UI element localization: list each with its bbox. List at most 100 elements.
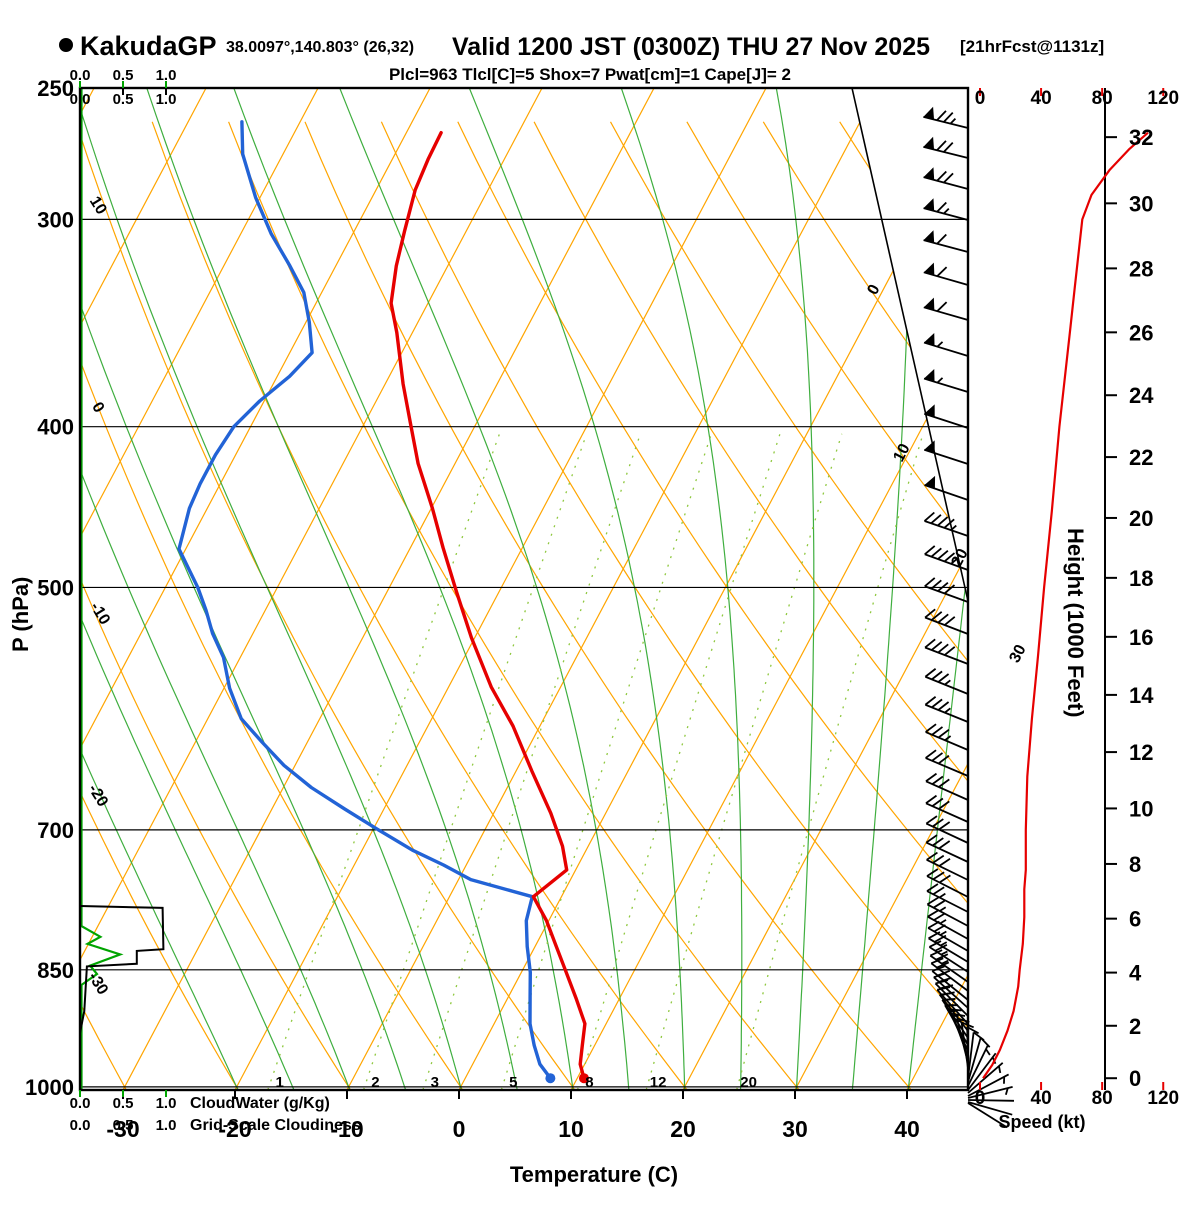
dry-adiabat-line — [0, 122, 463, 1090]
cloudwater-scale-value: 0.0 — [70, 67, 91, 84]
wind-barb — [926, 750, 968, 776]
height-tick-label: 24 — [1129, 383, 1154, 408]
grid-layer — [0, 88, 1200, 1090]
temperature-tick-label: 10 — [558, 1116, 584, 1142]
params-line: Plcl=963 Tlcl[C]=5 Shox=7 Pwat[cm]=1 Cap… — [389, 65, 791, 84]
pressure-tick-label: 400 — [37, 415, 74, 440]
height-tick-label: 8 — [1129, 852, 1141, 877]
wind-barb — [926, 774, 968, 800]
height-tick-label: 20 — [1129, 506, 1153, 531]
dry-adiabat-label: 10 — [86, 194, 110, 218]
valid-time: Valid 1200 JST (0300Z) THU 27 Nov 2025 — [452, 33, 930, 61]
speed-tick-label: 80 — [1092, 1088, 1113, 1109]
height-tick-label: 16 — [1129, 625, 1153, 650]
pressure-tick-label: 1000 — [25, 1075, 74, 1100]
mixing-ratio-line — [501, 434, 711, 1090]
height-tick-label: 28 — [1129, 256, 1153, 281]
wind-barb — [924, 198, 968, 220]
moist-adiabat-line — [340, 88, 629, 1090]
cloudiness-scale-value: 1.0 — [156, 1117, 177, 1134]
dry-adiabat-line — [381, 122, 1023, 1090]
wind-barb — [925, 697, 968, 722]
temperature-tick-label: 30 — [782, 1116, 808, 1142]
cloud-profiles — [80, 88, 163, 1090]
speed-tick-label: 120 — [1147, 88, 1179, 109]
dry-adiabat-label: -30 — [84, 969, 111, 998]
dry-adiabat-label: 0 — [88, 399, 107, 416]
isotherm-line — [235, 88, 766, 1090]
wind-barb — [925, 578, 968, 602]
wind-barb — [925, 669, 968, 694]
speed-tick-label: 120 — [1147, 1088, 1179, 1109]
moist-adiabat-line — [908, 88, 1018, 1090]
station-bullet — [59, 38, 73, 52]
plot-frame — [80, 88, 1105, 1090]
station-name: KakudaGP — [80, 31, 217, 61]
mixing-ratio-label: 12 — [650, 1074, 667, 1091]
dry-adiabat-line — [152, 122, 687, 1090]
mixing-ratio-label: 1 — [276, 1074, 284, 1091]
cloudwater-scale-value: 0.5 — [113, 67, 134, 84]
pressure-tick-label: 700 — [37, 818, 74, 843]
dry-adiabat-line — [611, 122, 1200, 1090]
mixing-ratio-line — [737, 434, 923, 1090]
speed-tick-label: 0 — [975, 1088, 986, 1109]
cloudiness-scale-value: 0.0 — [70, 91, 91, 108]
mixing-ratio-label: 3 — [431, 1074, 439, 1091]
pressure-tick-label: 500 — [37, 575, 74, 600]
wind-barb — [923, 137, 968, 158]
dry-adiabat-line — [229, 122, 799, 1090]
wind-barb — [924, 230, 968, 252]
speed-tick-label: 40 — [1031, 88, 1052, 109]
temperature-tick-label: 0 — [453, 1116, 466, 1142]
mixing-ratio-label: 2 — [371, 1074, 379, 1091]
cloudwater-scale-value: 1.0 — [156, 67, 177, 84]
pressure-tick-label: 300 — [37, 207, 74, 232]
cloudwater-scale-value: 0.0 — [70, 1095, 91, 1112]
dry-adiabat-label: -20 — [84, 781, 111, 810]
height-tick-label: 6 — [1129, 907, 1141, 932]
height-tick-label: 22 — [1129, 445, 1153, 470]
height-tick-label: 10 — [1129, 796, 1153, 821]
mixing-ratio-label: 5 — [509, 1074, 517, 1091]
temperature-tick-label: 40 — [894, 1116, 920, 1142]
speed-tick-label: 40 — [1031, 1088, 1052, 1109]
wind-barb — [925, 639, 968, 664]
corner-cut-diagonal — [852, 88, 968, 601]
cloudwater-scale-value: 1.0 — [156, 1095, 177, 1112]
moist-adiabat-line — [852, 88, 910, 1090]
wind-barb — [927, 869, 968, 897]
cloudiness-scale-label: Grid-Scale Cloudiness — [190, 1117, 361, 1134]
height-tick-label: 18 — [1129, 566, 1153, 591]
cloudiness-scale-value: 0.0 — [70, 1117, 91, 1134]
isotherm-line — [123, 88, 654, 1090]
height-tick-label: 14 — [1129, 683, 1154, 708]
cloudwater-scale-label: CloudWater (g/Kg) — [190, 1095, 330, 1112]
height-tick-label: 30 — [1129, 191, 1153, 216]
mixing-ratio-label: 8 — [585, 1074, 593, 1091]
mixing-ratio-line — [646, 434, 842, 1090]
cloudiness-scale-value: 0.5 — [113, 1117, 134, 1134]
isotherm-label: 30 — [1006, 642, 1029, 666]
mixing-ratio-label: 20 — [740, 1074, 757, 1091]
height-tick-label: 32 — [1129, 125, 1153, 150]
pressure-tick-label: 850 — [37, 958, 74, 983]
isotherm-line — [459, 88, 990, 1090]
moist-adiabat-line — [776, 88, 814, 1090]
dry-adiabat-line — [0, 122, 351, 1090]
wind-barb — [925, 476, 968, 500]
speed-tick-label: 80 — [1092, 88, 1113, 109]
height-tick-label: 4 — [1129, 961, 1142, 986]
wind-barb — [924, 167, 968, 189]
dry-adiabat-line — [76, 122, 575, 1090]
height-tick-label: 2 — [1129, 1014, 1141, 1039]
speed-axis-title: Speed (kt) — [998, 1112, 1085, 1132]
cloudiness-scale-value: 1.0 — [156, 91, 177, 108]
height-tick-label: 0 — [1129, 1066, 1141, 1091]
wind-barb — [924, 404, 968, 428]
cloudwater-curve — [82, 88, 121, 1090]
mixing-ratio-line — [268, 434, 500, 1090]
